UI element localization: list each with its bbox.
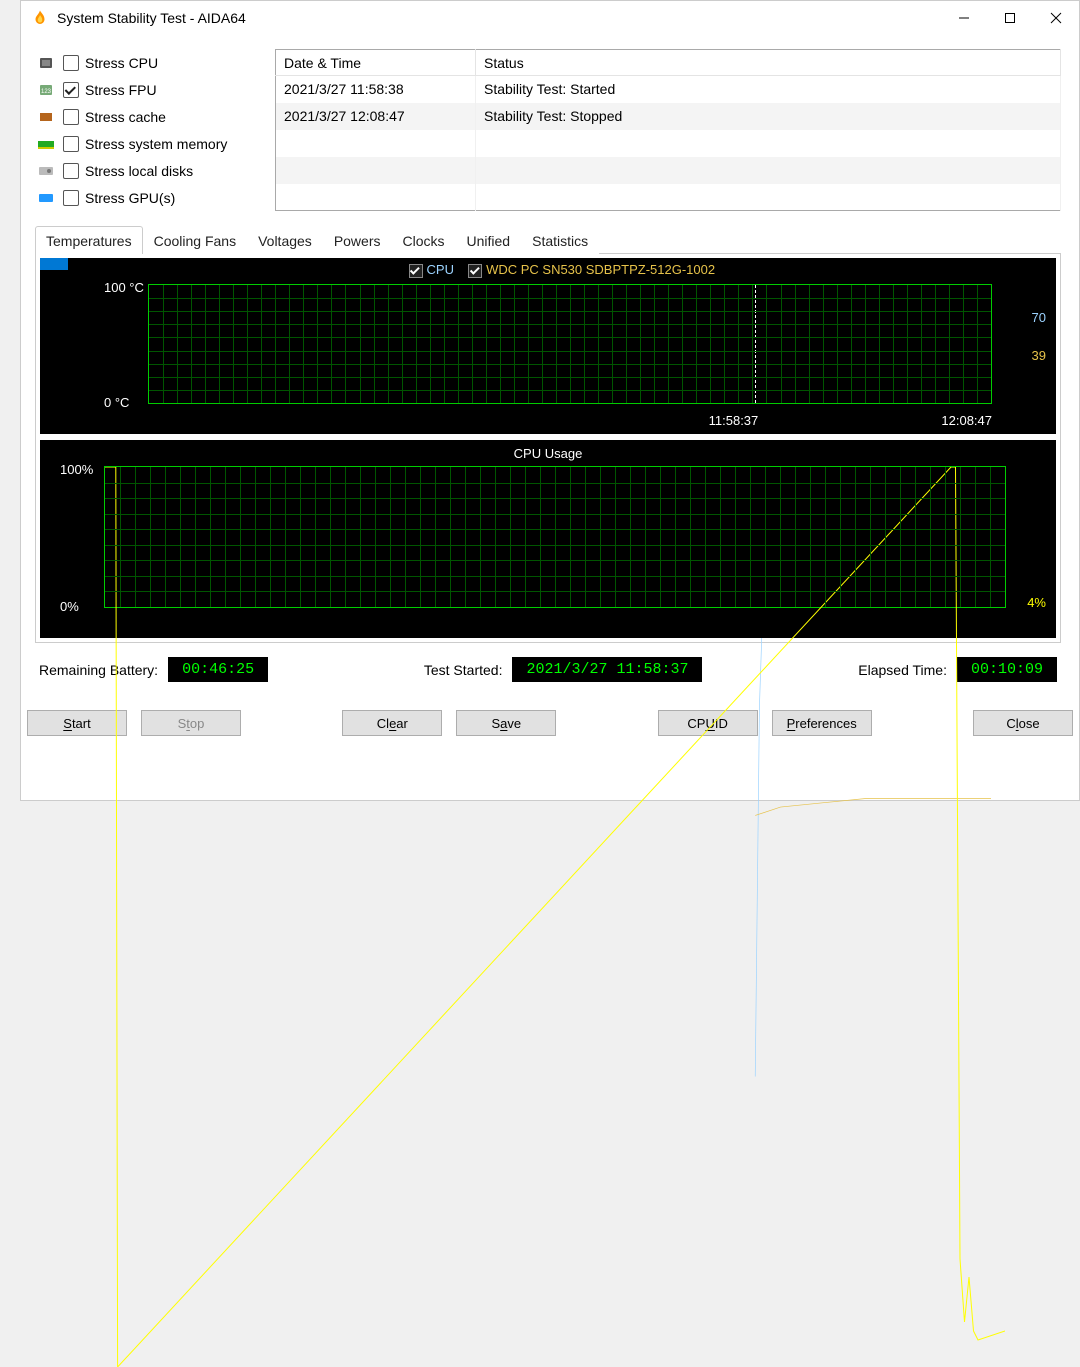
stress-checkbox-1[interactable] bbox=[63, 82, 79, 98]
stress-checkbox-5[interactable] bbox=[63, 190, 79, 206]
stress-item-5[interactable]: Stress GPU(s) bbox=[35, 184, 265, 211]
stress-item-0[interactable]: Stress CPU bbox=[35, 49, 265, 76]
legend-row: CPU WDC PC SN530 SDBPTPZ-512G-1002 bbox=[68, 258, 1056, 278]
titlebar: System Stability Test - AIDA64 bbox=[21, 1, 1079, 35]
temperature-chart-body: CPU WDC PC SN530 SDBPTPZ-512G-1002 100 °… bbox=[68, 258, 1056, 434]
log-header-status[interactable]: Status bbox=[476, 50, 1061, 76]
cpu-usage-chart: CPU Usage 100% 0% 4% bbox=[40, 440, 1056, 638]
stress-item-4[interactable]: Stress local disks bbox=[35, 157, 265, 184]
usage-title: CPU Usage bbox=[40, 440, 1056, 461]
legend-label-cpu: CPU bbox=[427, 262, 454, 277]
stress-label-0: Stress CPU bbox=[85, 55, 158, 71]
temp-x-marker-time: 11:58:37 bbox=[709, 413, 759, 428]
stress-label-3: Stress system memory bbox=[85, 136, 227, 152]
log-table: Date & Time Status 2021/3/27 11:58:38Sta… bbox=[275, 49, 1061, 211]
stress-checkbox-4[interactable] bbox=[63, 163, 79, 179]
tab-unified[interactable]: Unified bbox=[456, 226, 522, 254]
top-row: Stress CPU 123 Stress FPU Stress cache Stres… bbox=[35, 49, 1061, 211]
log-row[interactable] bbox=[276, 130, 1061, 157]
stress-checkbox-0[interactable] bbox=[63, 55, 79, 71]
log-row[interactable] bbox=[276, 157, 1061, 184]
fpu-chip-icon: 123 bbox=[35, 82, 57, 98]
temperature-chart: CPU WDC PC SN530 SDBPTPZ-512G-1002 100 °… bbox=[40, 258, 1056, 434]
disk-icon bbox=[35, 163, 57, 179]
temp-current-wdc: 39 bbox=[1032, 348, 1046, 363]
temp-grid bbox=[148, 284, 992, 404]
minimize-button[interactable] bbox=[941, 3, 987, 33]
usage-y-top: 100% bbox=[60, 462, 93, 477]
tab-voltages[interactable]: Voltages bbox=[247, 226, 323, 254]
stress-label-5: Stress GPU(s) bbox=[85, 190, 175, 206]
gpu-icon bbox=[35, 190, 57, 206]
time-marker bbox=[755, 285, 756, 403]
chart-tabs: TemperaturesCooling FansVoltagesPowersCl… bbox=[35, 225, 1061, 254]
log-datetime bbox=[276, 157, 476, 184]
legend-checkbox-wdc[interactable] bbox=[468, 264, 482, 278]
stress-checkbox-2[interactable] bbox=[63, 109, 79, 125]
stress-item-1[interactable]: 123 Stress FPU bbox=[35, 76, 265, 103]
usage-current: 4% bbox=[1027, 595, 1046, 610]
tab-statistics[interactable]: Statistics bbox=[521, 226, 599, 254]
app-fire-icon bbox=[31, 9, 49, 27]
stress-item-2[interactable]: Stress cache bbox=[35, 103, 265, 130]
log-datetime bbox=[276, 130, 476, 157]
close-button[interactable] bbox=[1033, 3, 1079, 33]
temp-y-bottom: 0 °C bbox=[104, 395, 129, 410]
tab-powers[interactable]: Powers bbox=[323, 226, 392, 254]
temp-y-top: 100 °C bbox=[104, 280, 144, 295]
cpu-chip-icon bbox=[35, 55, 57, 71]
log-header-datetime[interactable]: Date & Time bbox=[276, 50, 476, 76]
stress-item-3[interactable]: Stress system memory bbox=[35, 130, 265, 157]
tab-temperatures[interactable]: Temperatures bbox=[35, 226, 143, 254]
content-area: Stress CPU 123 Stress FPU Stress cache Stres… bbox=[21, 35, 1079, 702]
window-title: System Stability Test - AIDA64 bbox=[57, 10, 941, 26]
log-status bbox=[476, 184, 1061, 211]
usage-grid bbox=[104, 466, 1006, 608]
log-status: Stability Test: Stopped bbox=[476, 103, 1061, 130]
log-datetime: 2021/3/27 11:58:38 bbox=[276, 76, 476, 103]
log-datetime bbox=[276, 184, 476, 211]
log-status bbox=[476, 157, 1061, 184]
ram-icon bbox=[35, 136, 57, 152]
usage-y-bottom: 0% bbox=[60, 599, 79, 614]
stress-label-4: Stress local disks bbox=[85, 163, 193, 179]
legend-label-wdc: WDC PC SN530 SDBPTPZ-512G-1002 bbox=[486, 262, 715, 277]
stress-label-1: Stress FPU bbox=[85, 82, 157, 98]
tab-clocks[interactable]: Clocks bbox=[392, 226, 456, 254]
app-window: System Stability Test - AIDA64 Stress CP… bbox=[20, 0, 1080, 801]
log-status: Stability Test: Started bbox=[476, 76, 1061, 103]
log-row[interactable]: 2021/3/27 12:08:47Stability Test: Stoppe… bbox=[276, 103, 1061, 130]
stress-checkbox-3[interactable] bbox=[63, 136, 79, 152]
log-row[interactable] bbox=[276, 184, 1061, 211]
chart-panels: CPU WDC PC SN530 SDBPTPZ-512G-1002 100 °… bbox=[35, 254, 1061, 643]
stress-options: Stress CPU 123 Stress FPU Stress cache Stres… bbox=[35, 49, 265, 211]
temp-current-cpu: 70 bbox=[1032, 310, 1046, 325]
maximize-button[interactable] bbox=[987, 3, 1033, 33]
mini-bar[interactable] bbox=[40, 258, 68, 434]
log-datetime: 2021/3/27 12:08:47 bbox=[276, 103, 476, 130]
log-row[interactable]: 2021/3/27 11:58:38Stability Test: Starte… bbox=[276, 76, 1061, 103]
temp-x-end-time: 12:08:47 bbox=[941, 413, 992, 428]
stress-label-2: Stress cache bbox=[85, 109, 166, 125]
cache-icon bbox=[35, 109, 57, 125]
svg-text:123: 123 bbox=[41, 89, 52, 95]
tab-cooling-fans[interactable]: Cooling Fans bbox=[143, 226, 248, 254]
legend-checkbox-cpu[interactable] bbox=[409, 264, 423, 278]
log-status bbox=[476, 130, 1061, 157]
